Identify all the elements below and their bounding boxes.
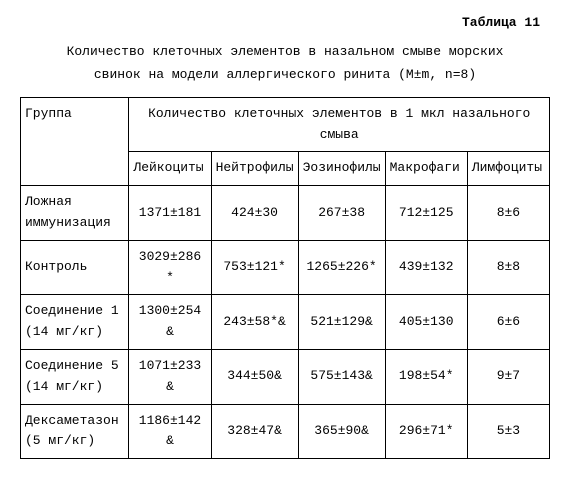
cell-value: 575±143& — [298, 349, 385, 404]
cell-value: 365±90& — [298, 404, 385, 459]
cell-value: 296±71* — [385, 404, 467, 459]
cell-value: 712±125 — [385, 186, 467, 241]
col-header-macrophages: Макрофаги — [385, 152, 467, 186]
col-header-eosinophils: Эозинофилы — [298, 152, 385, 186]
table-row: Соединение 1 (14 мг/кг) 1300±254 & 243±5… — [21, 295, 550, 350]
caption-line-2: свинок на модели аллергического ринита (… — [94, 67, 476, 82]
cell-value: 6±6 — [467, 295, 549, 350]
cell-value: 405±130 — [385, 295, 467, 350]
table-label: Таблица 11 — [20, 15, 540, 30]
cell-value: 9±7 — [467, 349, 549, 404]
cell-value: 8±6 — [467, 186, 549, 241]
col-header-span: Количество клеточных элементов в 1 мкл н… — [129, 97, 550, 152]
col-header-neutrophils: Нейтрофилы — [211, 152, 298, 186]
cell-group: Контроль — [21, 240, 129, 295]
cell-value: 439±132 — [385, 240, 467, 295]
table-row: Контроль 3029±286 * 753±121* 1265±226* 4… — [21, 240, 550, 295]
cell-value: 753±121* — [211, 240, 298, 295]
cell-value: 424±30 — [211, 186, 298, 241]
cell-value: 5±3 — [467, 404, 549, 459]
cell-value: 1071±233 & — [129, 349, 211, 404]
cell-value: 267±38 — [298, 186, 385, 241]
col-header-leukocytes: Лейкоциты — [129, 152, 211, 186]
table-caption: Количество клеточных элементов в назальн… — [35, 40, 535, 87]
cell-value: 521±129& — [298, 295, 385, 350]
cell-value: 1300±254 & — [129, 295, 211, 350]
cell-group: Дексаметазон (5 мг/кг) — [21, 404, 129, 459]
table-row: Соединение 5 (14 мг/кг) 1071±233 & 344±5… — [21, 349, 550, 404]
cell-group: Ложная иммунизация — [21, 186, 129, 241]
cell-value: 3029±286 * — [129, 240, 211, 295]
cell-value: 1186±142 & — [129, 404, 211, 459]
cell-value: 243±58*& — [211, 295, 298, 350]
cell-group: Соединение 1 (14 мг/кг) — [21, 295, 129, 350]
cell-value: 198±54* — [385, 349, 467, 404]
cell-value: 344±50& — [211, 349, 298, 404]
cell-value: 1265±226* — [298, 240, 385, 295]
data-table: Группа Количество клеточных элементов в … — [20, 97, 550, 459]
header-row-1: Группа Количество клеточных элементов в … — [21, 97, 550, 152]
col-header-lymphocytes: Лимфоциты — [467, 152, 549, 186]
cell-group: Соединение 5 (14 мг/кг) — [21, 349, 129, 404]
caption-line-1: Количество клеточных элементов в назальн… — [67, 44, 504, 59]
col-header-group: Группа — [21, 97, 129, 185]
cell-value: 8±8 — [467, 240, 549, 295]
cell-value: 1371±181 — [129, 186, 211, 241]
table-row: Ложная иммунизация 1371±181 424±30 267±3… — [21, 186, 550, 241]
table-row: Дексаметазон (5 мг/кг) 1186±142 & 328±47… — [21, 404, 550, 459]
cell-value: 328±47& — [211, 404, 298, 459]
